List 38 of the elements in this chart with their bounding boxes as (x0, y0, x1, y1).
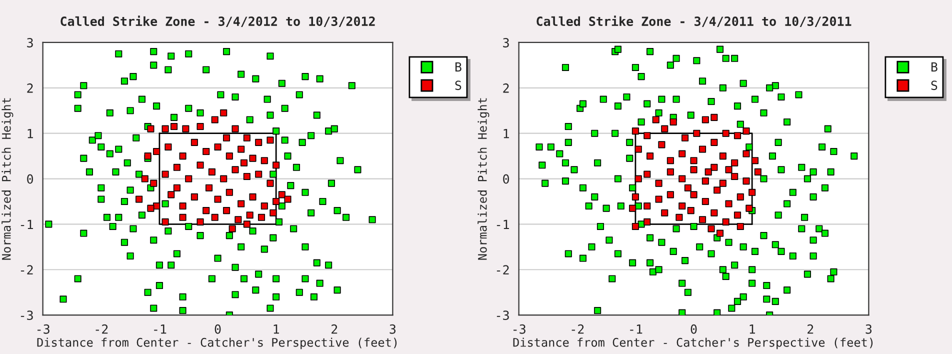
y-tick-label: -2 (496, 265, 509, 274)
x-tick-label: 2 (332, 324, 338, 334)
x-tick-label: 1 (274, 324, 279, 334)
legend-label: S (455, 80, 462, 90)
y-tick-label: 0 (503, 174, 509, 184)
y-tick-label: 2 (503, 83, 509, 93)
x-tick-label: 3 (866, 324, 872, 334)
legend-label: B (931, 62, 938, 72)
y-tick-label: -2 (20, 265, 33, 274)
y-axis-title: Normalized Pitch Height (478, 98, 490, 260)
x-tick-label: -2 (96, 324, 108, 334)
x-tick-label: -1 (630, 324, 642, 334)
y-axis-title: Normalized Pitch Height (2, 98, 14, 260)
x-tick-label: 3 (390, 324, 396, 334)
x-tick-label: -1 (154, 324, 166, 334)
legend-label: B (455, 62, 462, 72)
chart-title: Called Strike Zone - 3/4/2011 to 10/3/2011 (536, 16, 852, 27)
x-axis-title: Distance from Center - Catcher's Perspective (feet) (513, 338, 873, 350)
y-tick-label: 3 (503, 38, 509, 48)
x-tick-label: 2 (808, 324, 814, 334)
x-tick-label: 1 (750, 324, 755, 334)
y-tick-label: 1 (504, 129, 509, 138)
x-axis-title: Distance from Center - Catcher's Perspective (feet) (37, 338, 397, 350)
x-tick-label: 0 (214, 324, 221, 334)
y-tick-label: -3 (20, 310, 33, 320)
y-tick-label: 3 (27, 38, 33, 48)
y-tick-label: -1 (20, 220, 33, 229)
x-tick-label: -3 (513, 324, 526, 334)
y-tick-label: 2 (27, 83, 33, 93)
x-tick-label: -3 (37, 324, 50, 334)
chart-title: Called Strike Zone - 3/4/2012 to 10/3/2012 (60, 16, 375, 27)
y-tick-label: -3 (496, 310, 509, 320)
x-tick-label: -2 (572, 324, 584, 334)
y-tick-label: 1 (28, 129, 33, 138)
y-tick-label: 0 (27, 174, 33, 184)
legend-label: S (931, 80, 938, 90)
y-tick-label: -1 (496, 220, 509, 229)
x-tick-label: 0 (690, 324, 697, 334)
